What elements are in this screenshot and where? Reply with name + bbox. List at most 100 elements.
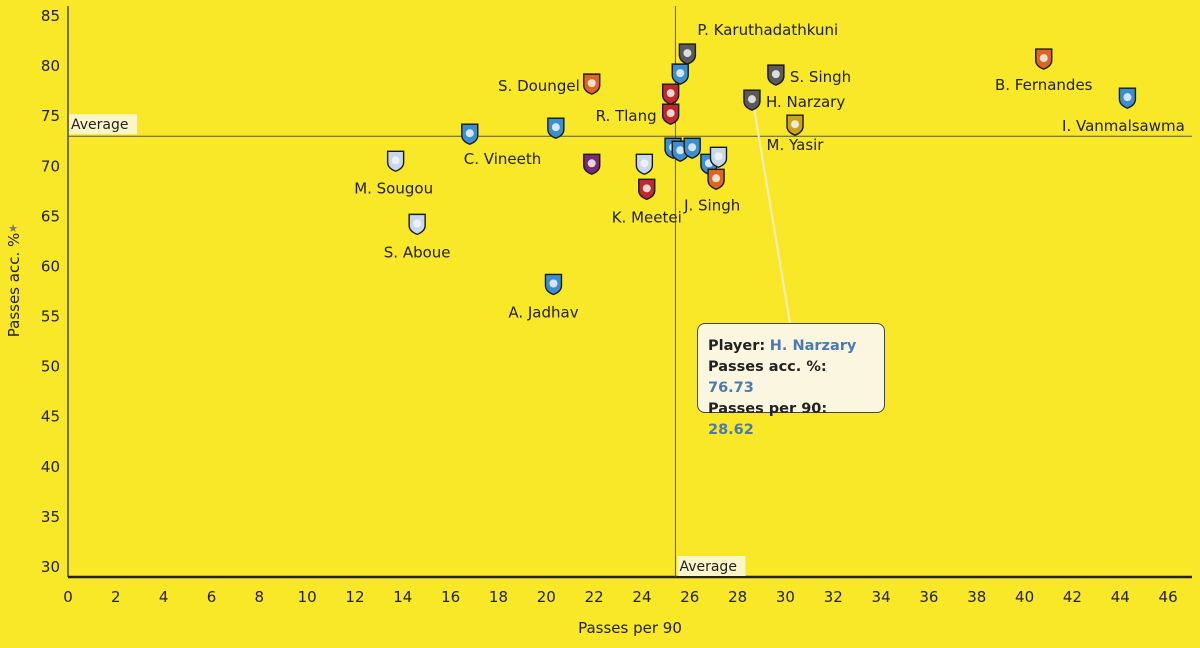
data-point[interactable] bbox=[461, 123, 479, 145]
data-point[interactable] bbox=[408, 213, 426, 236]
tooltip: Player: H. Narzary Passes acc. %: 76.73 … bbox=[697, 323, 885, 438]
player-label: C. Vineeth bbox=[464, 150, 541, 168]
x-tick-label: 0 bbox=[63, 588, 73, 606]
x-tick-label: 20 bbox=[537, 588, 556, 606]
data-point[interactable] bbox=[583, 73, 601, 95]
data-points bbox=[386, 43, 1137, 296]
badge-emblem-icon bbox=[551, 123, 560, 132]
badge-emblem-icon bbox=[683, 49, 692, 58]
data-point[interactable] bbox=[635, 153, 654, 176]
data-point[interactable] bbox=[547, 117, 565, 139]
data-point[interactable] bbox=[386, 150, 405, 173]
badge-emblem-icon bbox=[712, 174, 721, 183]
data-point[interactable] bbox=[544, 273, 563, 296]
x-tick-label: 4 bbox=[159, 588, 169, 606]
x-tick-label: 36 bbox=[919, 588, 938, 606]
x-tick-label: 32 bbox=[824, 588, 843, 606]
tooltip-p90-key: Passes per 90: bbox=[708, 401, 828, 417]
data-point[interactable] bbox=[661, 83, 680, 105]
player-label: A. Jadhav bbox=[508, 303, 578, 321]
player-label: J. Singh bbox=[683, 196, 740, 214]
data-point[interactable] bbox=[1035, 48, 1053, 70]
y-axis-title: Passes acc. % bbox=[5, 233, 23, 337]
x-tick-label: 10 bbox=[298, 588, 317, 606]
player-label: M. Sougou bbox=[354, 179, 433, 197]
player-label: S. Singh bbox=[790, 68, 851, 86]
badge-emblem-icon bbox=[549, 279, 558, 288]
x-tick-label: 24 bbox=[632, 588, 651, 606]
player-label: S. Doungel bbox=[498, 77, 580, 95]
badge-emblem-icon bbox=[676, 146, 685, 155]
data-point[interactable] bbox=[583, 153, 601, 176]
data-point[interactable] bbox=[661, 103, 680, 125]
x-tick-label: 22 bbox=[585, 588, 604, 606]
y-average-label-bg bbox=[69, 114, 137, 135]
data-point[interactable] bbox=[707, 168, 725, 191]
x-average-label-bg bbox=[677, 556, 746, 576]
badge-emblem-icon bbox=[1039, 54, 1048, 63]
x-tick-label: 12 bbox=[345, 588, 364, 606]
badge-emblem-icon bbox=[642, 184, 651, 193]
player-label: R. Tlang bbox=[596, 107, 657, 125]
data-point[interactable] bbox=[638, 178, 656, 201]
tooltip-pointer-line bbox=[751, 98, 791, 324]
y-tick-label: 60 bbox=[41, 257, 60, 275]
tooltip-pointer bbox=[751, 98, 791, 324]
y-tick-label: 70 bbox=[41, 157, 60, 175]
data-point[interactable] bbox=[743, 89, 761, 111]
data-point[interactable] bbox=[709, 146, 728, 169]
badge-emblem-icon bbox=[791, 120, 800, 129]
player-label: S. Aboue bbox=[384, 243, 451, 261]
badge-emblem-icon bbox=[747, 95, 756, 104]
data-point[interactable] bbox=[786, 114, 804, 136]
y-tick-label: 40 bbox=[41, 458, 60, 476]
badge-emblem-icon bbox=[640, 159, 649, 168]
tooltip-acc-value: 76.73 bbox=[708, 380, 754, 396]
data-point[interactable] bbox=[683, 137, 701, 159]
y-tick-label: 75 bbox=[41, 107, 60, 125]
x-tick-label: 18 bbox=[489, 588, 508, 606]
player-label: M. Yasir bbox=[767, 136, 825, 154]
badge-emblem-icon bbox=[413, 219, 422, 228]
badge-emblem-icon bbox=[771, 70, 780, 79]
y-tick-label: 55 bbox=[41, 308, 60, 326]
player-label: K. Meetei bbox=[612, 208, 682, 226]
x-tick-label: 14 bbox=[393, 588, 412, 606]
x-tick-label: 16 bbox=[441, 588, 460, 606]
x-axis-title: Passes per 90 bbox=[578, 619, 682, 637]
x-tick-label: 40 bbox=[1015, 588, 1034, 606]
x-tick-label: 26 bbox=[680, 588, 699, 606]
tooltip-acc-key: Passes acc. %: bbox=[708, 359, 827, 375]
tooltip-player-key: Player: bbox=[708, 338, 766, 354]
badge-emblem-icon bbox=[1123, 93, 1132, 102]
badge-emblem-icon bbox=[666, 109, 675, 118]
badge-emblem-icon bbox=[688, 143, 697, 152]
y-tick-label: 35 bbox=[41, 508, 60, 526]
y-tick-label: 45 bbox=[41, 408, 60, 426]
x-tick-label: 44 bbox=[1111, 588, 1130, 606]
badge-emblem-icon bbox=[587, 79, 596, 88]
x-tick-label: 34 bbox=[872, 588, 891, 606]
badge-emblem-icon bbox=[391, 156, 400, 165]
x-tick-label: 38 bbox=[967, 588, 986, 606]
x-tick-label: 2 bbox=[111, 588, 121, 606]
x-tick-label: 8 bbox=[255, 588, 265, 606]
data-point[interactable] bbox=[678, 43, 697, 65]
axes: 0 2 4 6 8 10 12 14 16 18 20 22 24 26 28 30 32 34 36 38 40 42 4… bbox=[5, 6, 1192, 637]
player-label: B. Fernandes bbox=[995, 76, 1093, 94]
data-point[interactable] bbox=[671, 63, 689, 85]
x-tick-label: 28 bbox=[728, 588, 747, 606]
badge-emblem-icon bbox=[714, 152, 723, 161]
badge-emblem-icon bbox=[465, 129, 474, 138]
y-tick-label: 80 bbox=[41, 57, 60, 75]
tooltip-p90-value: 28.62 bbox=[708, 422, 754, 438]
sort-icon: ★ bbox=[8, 222, 18, 235]
y-tick-label: 30 bbox=[41, 558, 60, 576]
data-point[interactable] bbox=[767, 64, 785, 86]
x-tick-label: 42 bbox=[1063, 588, 1082, 606]
badge-emblem-icon bbox=[676, 69, 685, 78]
data-point[interactable] bbox=[1118, 87, 1137, 109]
badge-emblem-icon bbox=[587, 159, 596, 168]
y-average-label: Average bbox=[71, 117, 129, 133]
